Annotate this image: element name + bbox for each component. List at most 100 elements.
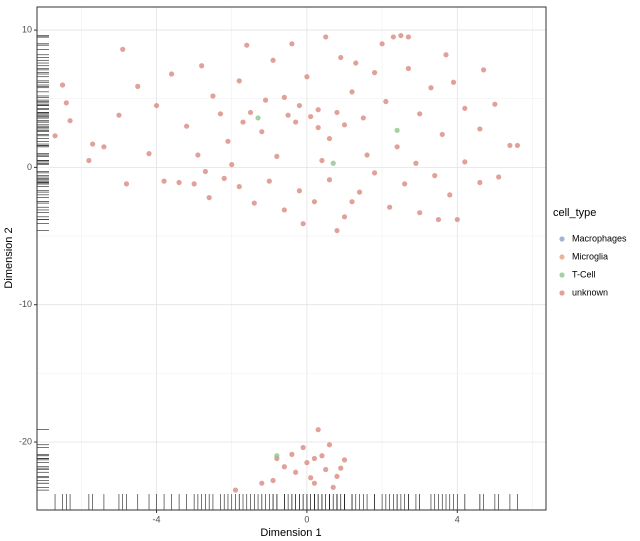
point bbox=[274, 453, 280, 459]
point bbox=[300, 444, 306, 451]
point bbox=[514, 142, 521, 149]
point bbox=[394, 144, 400, 150]
legend-label: unknown bbox=[572, 287, 608, 297]
point bbox=[289, 41, 295, 47]
point bbox=[326, 442, 333, 448]
point bbox=[90, 141, 96, 147]
point bbox=[383, 98, 389, 105]
point bbox=[477, 179, 483, 186]
point bbox=[394, 127, 400, 133]
point bbox=[341, 214, 348, 220]
legend-key bbox=[559, 272, 565, 278]
x-tick-label: 4 bbox=[455, 514, 460, 524]
legend-key bbox=[559, 290, 565, 296]
point bbox=[270, 57, 276, 63]
point bbox=[206, 194, 212, 201]
point bbox=[330, 160, 336, 166]
point bbox=[285, 112, 291, 118]
point bbox=[338, 465, 344, 471]
point bbox=[447, 192, 453, 198]
point bbox=[480, 67, 487, 73]
point bbox=[304, 460, 310, 466]
x-axis-title: Dimension 1 bbox=[260, 527, 321, 539]
point bbox=[496, 174, 502, 180]
point bbox=[281, 207, 287, 213]
point bbox=[379, 41, 385, 47]
point bbox=[176, 179, 182, 186]
point bbox=[492, 101, 498, 107]
point bbox=[417, 111, 423, 117]
point bbox=[236, 184, 242, 190]
point bbox=[338, 54, 344, 61]
point bbox=[259, 480, 265, 486]
point bbox=[454, 216, 460, 223]
point bbox=[86, 157, 92, 164]
point bbox=[184, 123, 190, 129]
point bbox=[308, 113, 314, 120]
point bbox=[402, 181, 408, 187]
point bbox=[319, 157, 325, 164]
point bbox=[428, 85, 434, 91]
panel-border bbox=[36, 6, 547, 511]
x-tick-label: -4 bbox=[153, 514, 161, 524]
point bbox=[315, 427, 321, 433]
point bbox=[116, 112, 122, 118]
point bbox=[270, 477, 276, 484]
point bbox=[349, 89, 355, 95]
point bbox=[59, 82, 66, 88]
point bbox=[296, 188, 302, 194]
point bbox=[360, 115, 366, 121]
point bbox=[323, 34, 329, 40]
point bbox=[101, 144, 107, 150]
point bbox=[477, 126, 483, 132]
point bbox=[300, 221, 306, 227]
point bbox=[153, 102, 160, 109]
point bbox=[405, 65, 412, 72]
point bbox=[390, 34, 396, 40]
point bbox=[259, 129, 265, 135]
point bbox=[450, 79, 457, 85]
point bbox=[221, 175, 227, 181]
point bbox=[63, 100, 69, 106]
point bbox=[398, 32, 404, 39]
point bbox=[435, 216, 442, 223]
point bbox=[202, 168, 209, 175]
point bbox=[52, 133, 58, 139]
marks bbox=[37, 32, 521, 510]
point bbox=[413, 160, 419, 166]
point bbox=[462, 105, 468, 111]
point bbox=[195, 152, 201, 158]
point bbox=[266, 178, 272, 184]
legend-label: Macrophages bbox=[572, 233, 627, 243]
point bbox=[364, 152, 370, 158]
point bbox=[334, 227, 340, 234]
point bbox=[334, 109, 340, 116]
point bbox=[247, 109, 254, 116]
point bbox=[432, 173, 438, 179]
legend-label: Microglia bbox=[572, 251, 608, 261]
point bbox=[371, 70, 378, 76]
point bbox=[308, 475, 314, 481]
y-tick-label: -10 bbox=[19, 299, 32, 309]
point bbox=[341, 122, 348, 128]
legend-label: T-Cell bbox=[572, 269, 596, 279]
point bbox=[229, 162, 235, 168]
point bbox=[289, 451, 295, 457]
point bbox=[311, 199, 318, 205]
point bbox=[439, 131, 445, 138]
point bbox=[168, 71, 175, 77]
point bbox=[443, 52, 449, 58]
point bbox=[281, 464, 287, 470]
point bbox=[217, 111, 224, 117]
point bbox=[274, 153, 280, 160]
point bbox=[371, 170, 378, 176]
point bbox=[296, 102, 302, 109]
point bbox=[311, 480, 318, 486]
point bbox=[135, 83, 141, 89]
point bbox=[123, 181, 130, 187]
point bbox=[326, 177, 333, 183]
point bbox=[293, 119, 299, 125]
point bbox=[262, 97, 269, 103]
